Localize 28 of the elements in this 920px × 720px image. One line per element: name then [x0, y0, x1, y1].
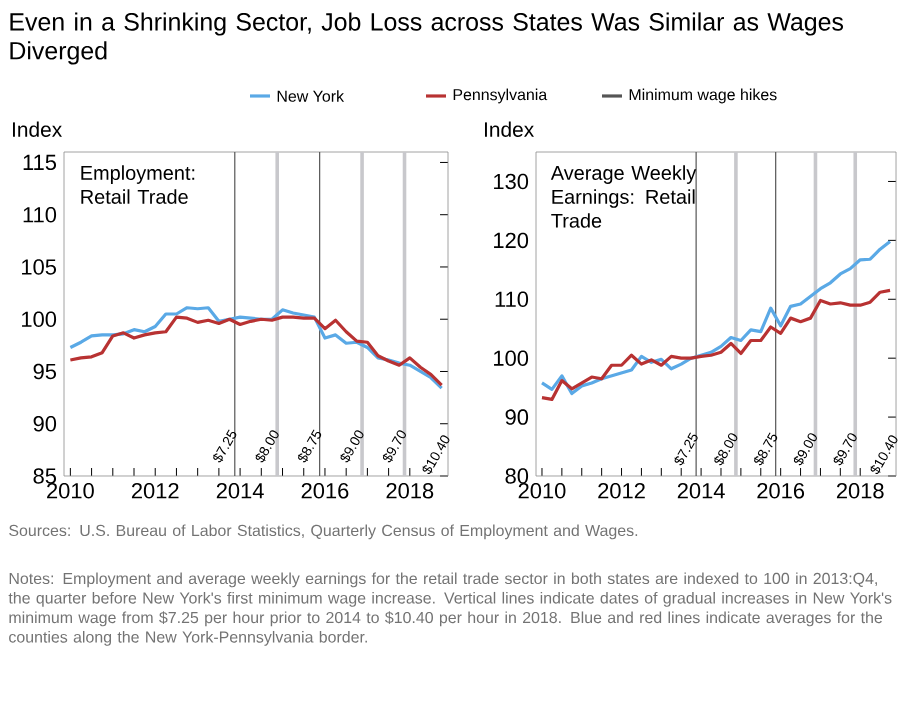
x-tick-label: 2010: [47, 483, 94, 499]
y-tick-label: 80: [505, 468, 529, 484]
y-tick-label: 105: [22, 259, 57, 275]
y-tick-label: 90: [33, 416, 57, 432]
x-tick-label: 2010: [518, 483, 566, 499]
y-tick-label: 115: [23, 154, 57, 171]
y-tick-label: 95: [33, 363, 57, 380]
x-tick-label: 2012: [131, 483, 179, 499]
y-axis-title: Index: [12, 121, 62, 137]
y-tick-label: 90: [505, 409, 529, 425]
x-tick-label: 2018: [836, 483, 884, 499]
text: Even in a Shrinking Sector, Job Loss across States Was Similar as Wages Diverged: [10, 12, 844, 65]
y-tick-label: 110: [495, 291, 529, 308]
x-tick-label: 2014: [216, 483, 264, 499]
y-axis-title: Index: [484, 121, 534, 137]
x-tick-label: 2012: [598, 483, 645, 499]
annotation: Employment: Retail Trade: [81, 165, 195, 204]
y-tick-label: 130: [494, 173, 529, 190]
x-tick-label: 2016: [757, 483, 805, 499]
y-tick-label: 120: [494, 232, 529, 249]
annotation: Average Weekly Earnings: Retail Trade: [550, 165, 697, 228]
y-tick-label: 85: [33, 468, 57, 484]
x-tick-label: 2016: [301, 483, 349, 499]
x-tick-label: 2014: [677, 483, 725, 499]
y-tick-label: 110: [23, 206, 57, 223]
y-tick-label: 100: [22, 311, 57, 327]
x-tick-label: 2018: [386, 483, 434, 499]
y-tick-label: 100: [494, 350, 529, 366]
